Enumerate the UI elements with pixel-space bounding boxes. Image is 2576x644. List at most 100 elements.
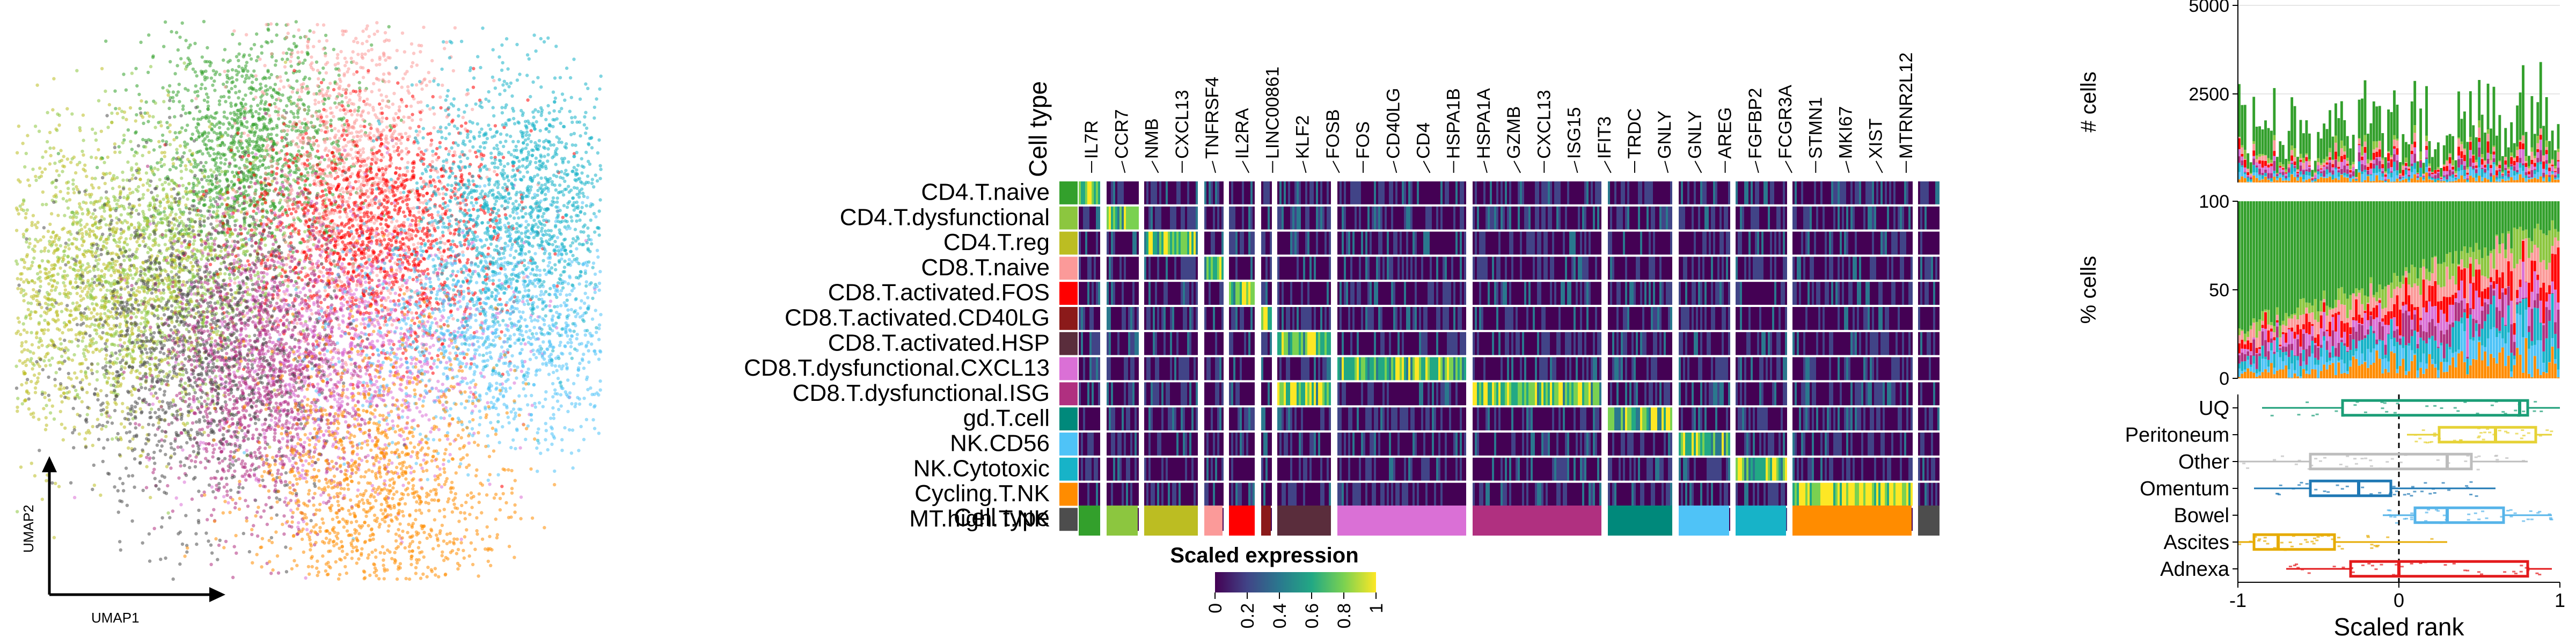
- boxplot-ascites: [2238, 535, 2447, 551]
- celltype-bar-segment: [1473, 506, 1601, 536]
- boxplot-x-tick: -1: [2229, 589, 2246, 611]
- heatmap-block: [1204, 181, 1224, 531]
- boxplot-category-label: UQ: [2199, 397, 2229, 420]
- boxplot-x-tick: 0: [2394, 589, 2404, 611]
- celltype-bar-segment: [1107, 506, 1138, 536]
- gene-label: IFIT3: [1594, 116, 1615, 159]
- heatmap-row-swatch: [1059, 282, 1078, 305]
- heatmap-cells: [1079, 181, 1940, 531]
- heatmap-block: [1337, 181, 1466, 531]
- gene-label: FOSB: [1323, 109, 1343, 159]
- boxplot-category-label: Bowel: [2174, 504, 2230, 527]
- umap-y-arrowhead: [42, 456, 57, 472]
- boxplot-category-label: Ascites: [2164, 531, 2229, 554]
- percent-y-label: % cells: [2077, 256, 2101, 324]
- heatmap-row-label: NK.Cytotoxic: [913, 455, 1050, 481]
- gene-label-tick: [1122, 161, 1125, 173]
- heatmap-bottom-row-label: Cell type: [954, 503, 1050, 531]
- percent-y-tick: 100: [2199, 192, 2229, 212]
- gene-label: NMB: [1142, 118, 1162, 159]
- heatmap-block: [1608, 181, 1672, 531]
- heatmap-row-swatch: [1059, 458, 1078, 481]
- boxplot-category-label: Other: [2178, 451, 2229, 473]
- heatmap-row-labels: CD4.T.naiveCD4.T.dysfunctionalCD4.T.regC…: [744, 179, 1050, 532]
- count-y-label: # cells: [2077, 71, 2101, 132]
- celltype-bar-segment: [1679, 506, 1729, 536]
- colorbar-tick-label: 0.8: [1334, 603, 1355, 628]
- gene-label: FOS: [1353, 121, 1373, 159]
- gene-label-tick: [1212, 161, 1216, 173]
- heatmap-block: [1079, 181, 1100, 531]
- gene-label-tick: [1393, 161, 1396, 173]
- heatmap-row-swatch: [1059, 483, 1078, 506]
- celltype-bar-segment: [1792, 506, 1912, 536]
- heatmap-block: [1918, 181, 1940, 531]
- heatmap-panel: CD4.T.naiveCD4.T.dysfunctionalCD4.T.regC…: [744, 53, 1940, 629]
- celltype-bar-segment: [1736, 506, 1786, 536]
- gene-label-tick: [1303, 161, 1306, 173]
- heatmap-block: [1277, 181, 1331, 531]
- umap-x-label: UMAP1: [91, 610, 140, 626]
- umap-points: [14, 20, 603, 581]
- heatmap-row-swatch: [1059, 332, 1078, 355]
- heatmap-row-label: CD8.T.naive: [921, 254, 1050, 281]
- boxplot-uq: [2262, 400, 2560, 416]
- heatmap-row-swatch: [1059, 433, 1078, 456]
- gene-label: STMN1: [1805, 97, 1826, 159]
- heatmap-row-label: CD4.T.naive: [921, 179, 1050, 206]
- gene-label: AREG: [1715, 107, 1736, 159]
- gene-label-tick: [1876, 161, 1883, 173]
- gene-label-tick: [1242, 161, 1249, 173]
- gene-label: CXCL13: [1172, 90, 1192, 159]
- gene-label-tick: [1484, 161, 1487, 173]
- gene-label: HSPA1A: [1474, 88, 1494, 159]
- heatmap-row-swatch: [1059, 508, 1078, 531]
- boxplot-x-tick: 1: [2555, 589, 2565, 611]
- celltype-bar-segment: [1337, 506, 1466, 536]
- umap-panel: UMAP1 UMAP2: [14, 20, 603, 626]
- heatmap-row-swatch: [1059, 181, 1078, 204]
- gene-label-tick: [1424, 161, 1430, 173]
- gene-label: GNLY: [1655, 111, 1675, 159]
- heatmap-row-swatch: [1059, 207, 1078, 230]
- colorbar-tick-label: 0.6: [1302, 603, 1322, 628]
- gene-label: FCGR3A: [1775, 85, 1796, 159]
- gene-label: GNLY: [1685, 111, 1705, 159]
- boxplot-category-label: Peritoneum: [2125, 424, 2229, 447]
- gene-label: CD40LG: [1383, 88, 1403, 159]
- gene-label: MTRNR2L12: [1896, 53, 1916, 159]
- colorbar-tick-label: 0: [1205, 603, 1226, 613]
- heatmap-block: [1473, 181, 1601, 531]
- heatmap-row-swatch: [1059, 307, 1078, 330]
- heatmap-row-swatch: [1059, 407, 1078, 430]
- heatmap-block: [1736, 181, 1787, 531]
- heatmap-row-label: NK.CD56: [950, 430, 1050, 457]
- gene-label-tick: [1333, 161, 1340, 173]
- gene-label: TNFRSF4: [1202, 77, 1223, 159]
- celltype-bar-segment: [1261, 506, 1271, 536]
- heatmap-row-swatch: [1059, 232, 1078, 255]
- heatmap-block: [1261, 181, 1272, 531]
- heatmap-row-swatch: [1059, 257, 1078, 280]
- gene-label: GZMB: [1504, 106, 1524, 159]
- colorbar-tick-label: 0.2: [1238, 603, 1258, 628]
- celltype-bar-segment: [1918, 506, 1940, 536]
- heatmap-row-label: CD8.T.dysfunctional.CXCL13: [744, 355, 1050, 381]
- celltype-bar-segment: [1277, 506, 1331, 536]
- gene-label: IL7R: [1081, 120, 1102, 159]
- celltype-bar-segment: [1079, 506, 1100, 536]
- heatmap-row-label: CD4.T.dysfunctional: [840, 204, 1050, 230]
- boxplot-other: [2238, 454, 2528, 470]
- boxplot-category-label: Omentum: [2140, 478, 2229, 500]
- heatmap-row-label: CD8.T.activated.HSP: [828, 330, 1050, 356]
- gene-label-tick: [1152, 161, 1159, 173]
- gene-label-tick: [1665, 161, 1668, 173]
- boxplot-adnexa: [2286, 561, 2552, 576]
- gene-label-tick: [1846, 161, 1849, 173]
- boxplot-x-label: Scaled rank: [2334, 613, 2465, 641]
- boxplot-omentum: [2254, 481, 2496, 497]
- gene-label: KLF2: [1293, 115, 1313, 159]
- gene-label-tick: [1695, 161, 1701, 173]
